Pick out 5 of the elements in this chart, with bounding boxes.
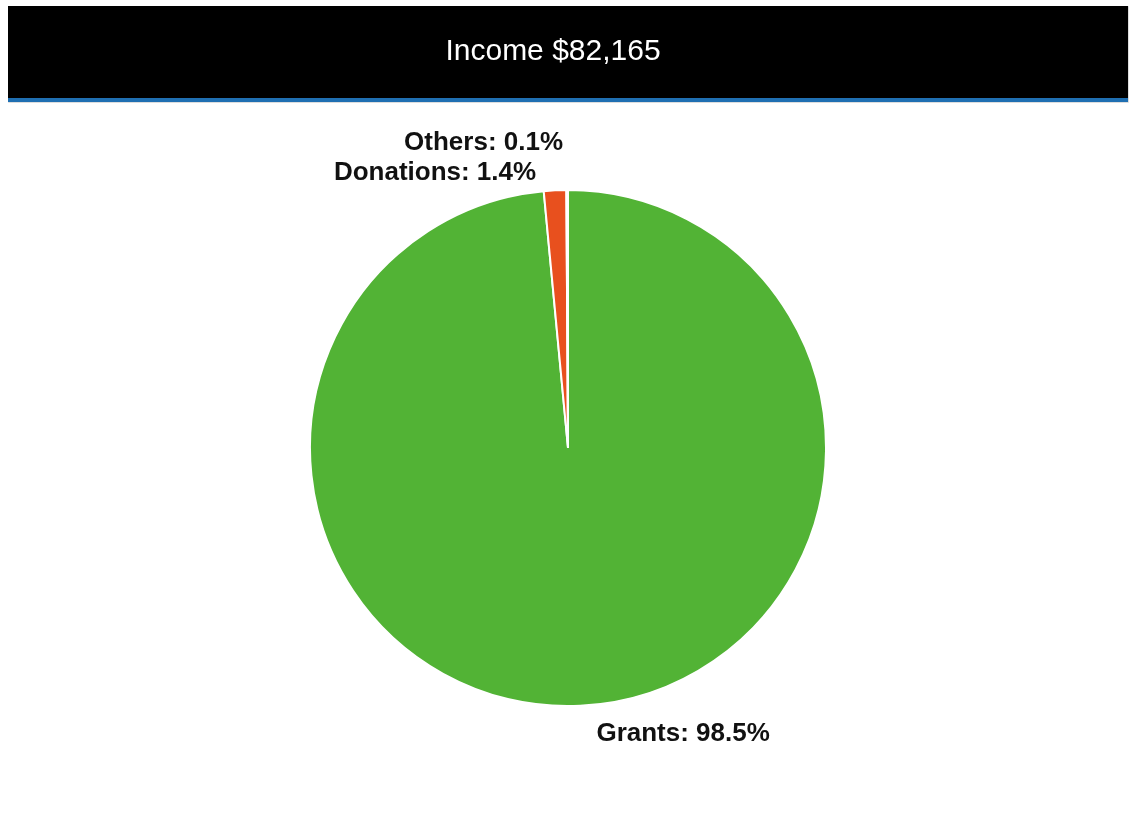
pie-slice [309, 189, 827, 707]
slice-label: Donations: 1.4% [333, 156, 537, 187]
slice-label: Grants: 98.5% [596, 716, 770, 747]
slice-label: Others: 0.1% [404, 126, 564, 156]
chart-title: Income $82,165 [445, 33, 661, 66]
